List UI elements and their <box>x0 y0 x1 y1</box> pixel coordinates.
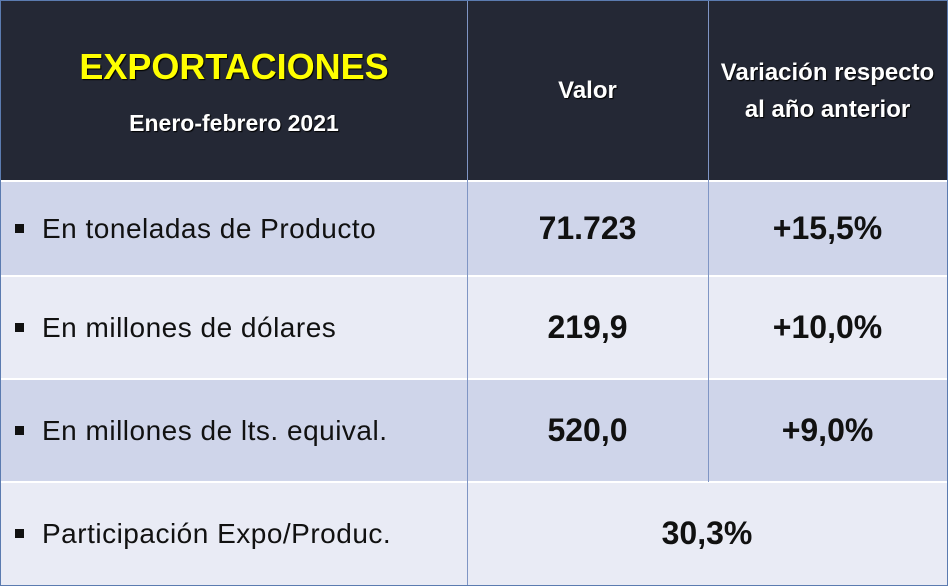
value-cell: 520,0 <box>467 379 708 482</box>
variation-cell: +10,0% <box>708 276 947 379</box>
value-cell: 71.723 <box>467 181 708 276</box>
value-cell: 30,3% <box>467 482 947 585</box>
row-label-cell: En toneladas de Producto <box>1 181 467 276</box>
bullet <box>15 426 24 435</box>
row-label-cell: En millones de dólares <box>1 276 467 379</box>
row-label: En toneladas de Producto <box>42 212 377 244</box>
column-divider <box>708 1 709 482</box>
column-header: Valor <box>467 1 708 181</box>
row-divider <box>1 481 947 483</box>
row-divider <box>1 180 947 182</box>
column-header: Variación respecto al año anterior <box>708 1 947 181</box>
row-label: En millones de dólares <box>42 311 337 343</box>
bullet <box>15 323 24 332</box>
row-divider <box>1 275 947 277</box>
row-label: En millones de lts. equival. <box>42 414 388 446</box>
row-divider <box>1 378 947 380</box>
row-label-cell: Participación Expo/Produc. <box>1 482 467 585</box>
bullet <box>15 224 24 233</box>
row-label-cell: En millones de lts. equival. <box>1 379 467 482</box>
row-label: Participación Expo/Produc. <box>42 517 392 549</box>
value-cell: 219,9 <box>467 276 708 379</box>
bullet <box>15 529 24 538</box>
column-divider <box>467 1 468 482</box>
subtitle: Enero-febrero 2021 <box>129 109 339 136</box>
header-title-cell: EXPORTACIONES Enero-febrero 2021 <box>1 1 467 181</box>
variation-cell: +15,5% <box>708 181 947 276</box>
title: EXPORTACIONES <box>79 45 389 87</box>
variation-cell: +9,0% <box>708 379 947 482</box>
column-divider <box>467 482 468 585</box>
